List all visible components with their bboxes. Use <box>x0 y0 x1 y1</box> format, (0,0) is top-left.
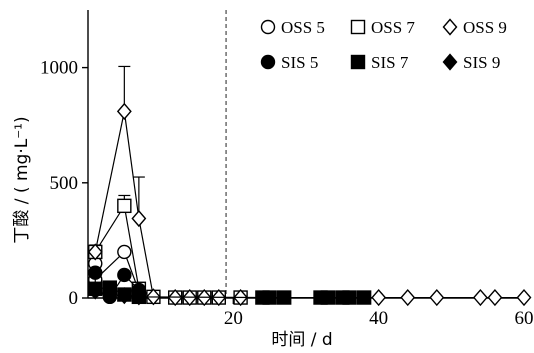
y-tick-label: 0 <box>69 288 79 309</box>
x-axis-title: 时间 / d <box>271 330 332 350</box>
data-point <box>116 287 132 305</box>
x-tick-label: 20 <box>224 308 243 329</box>
data-point <box>356 290 372 305</box>
data-point <box>277 290 292 305</box>
legend-item: OSS 5 <box>260 18 325 37</box>
legend-label: SIS 9 <box>463 53 500 72</box>
legend-marker <box>442 53 458 71</box>
data-point <box>400 288 416 307</box>
data-point <box>320 290 335 305</box>
data-point <box>131 209 147 228</box>
data-point <box>429 288 445 307</box>
data-point <box>371 288 387 307</box>
series-oss-9 <box>87 65 532 307</box>
axes: 0 500 1000 20 40 60 <box>40 10 534 329</box>
legend-marker <box>260 54 276 70</box>
data-point <box>472 288 488 307</box>
data-point <box>88 265 103 280</box>
data-point <box>131 288 147 306</box>
data-point <box>116 102 132 120</box>
legend-label: OSS 7 <box>371 18 415 37</box>
series-line <box>94 204 241 299</box>
series-line <box>95 290 139 298</box>
data-point <box>87 243 103 261</box>
legend-marker <box>350 54 366 70</box>
series-layer <box>87 65 532 307</box>
y-tick-label: 1000 <box>40 58 78 79</box>
data-point <box>516 288 532 307</box>
legend-marker <box>350 19 366 35</box>
legend-marker <box>442 18 458 36</box>
x-tick-label: 60 <box>515 308 534 329</box>
data-point <box>117 244 132 260</box>
x-tick-label: 40 <box>369 308 388 329</box>
data-point <box>262 290 277 305</box>
legend-label: SIS 5 <box>281 53 318 72</box>
y-tick-label: 500 <box>50 173 79 194</box>
legend-item: OSS 9 <box>442 18 507 37</box>
legend-item: SIS 9 <box>442 53 500 72</box>
data-point <box>87 282 103 300</box>
data-point <box>102 285 118 304</box>
series-sis-7 <box>88 280 372 305</box>
data-point <box>117 267 132 283</box>
data-point <box>342 290 357 305</box>
legend: OSS 5 OSS 7 OSS 9 SIS 5 SIS 7 SIS 9 <box>260 18 507 72</box>
legend-label: SIS 7 <box>371 53 409 72</box>
data-point <box>487 288 503 307</box>
data-point <box>117 198 132 214</box>
legend-item: OSS 7 <box>350 18 415 37</box>
series-sis-9 <box>87 282 147 306</box>
y-axis-title: 丁酸 / ( mg·L⁻¹) <box>12 116 32 243</box>
legend-marker <box>260 19 276 35</box>
series-line <box>94 111 524 299</box>
legend-label: OSS 9 <box>463 18 507 37</box>
legend-label: OSS 5 <box>281 18 325 37</box>
legend-item: SIS 5 <box>260 53 318 72</box>
legend-item: SIS 7 <box>350 53 409 72</box>
